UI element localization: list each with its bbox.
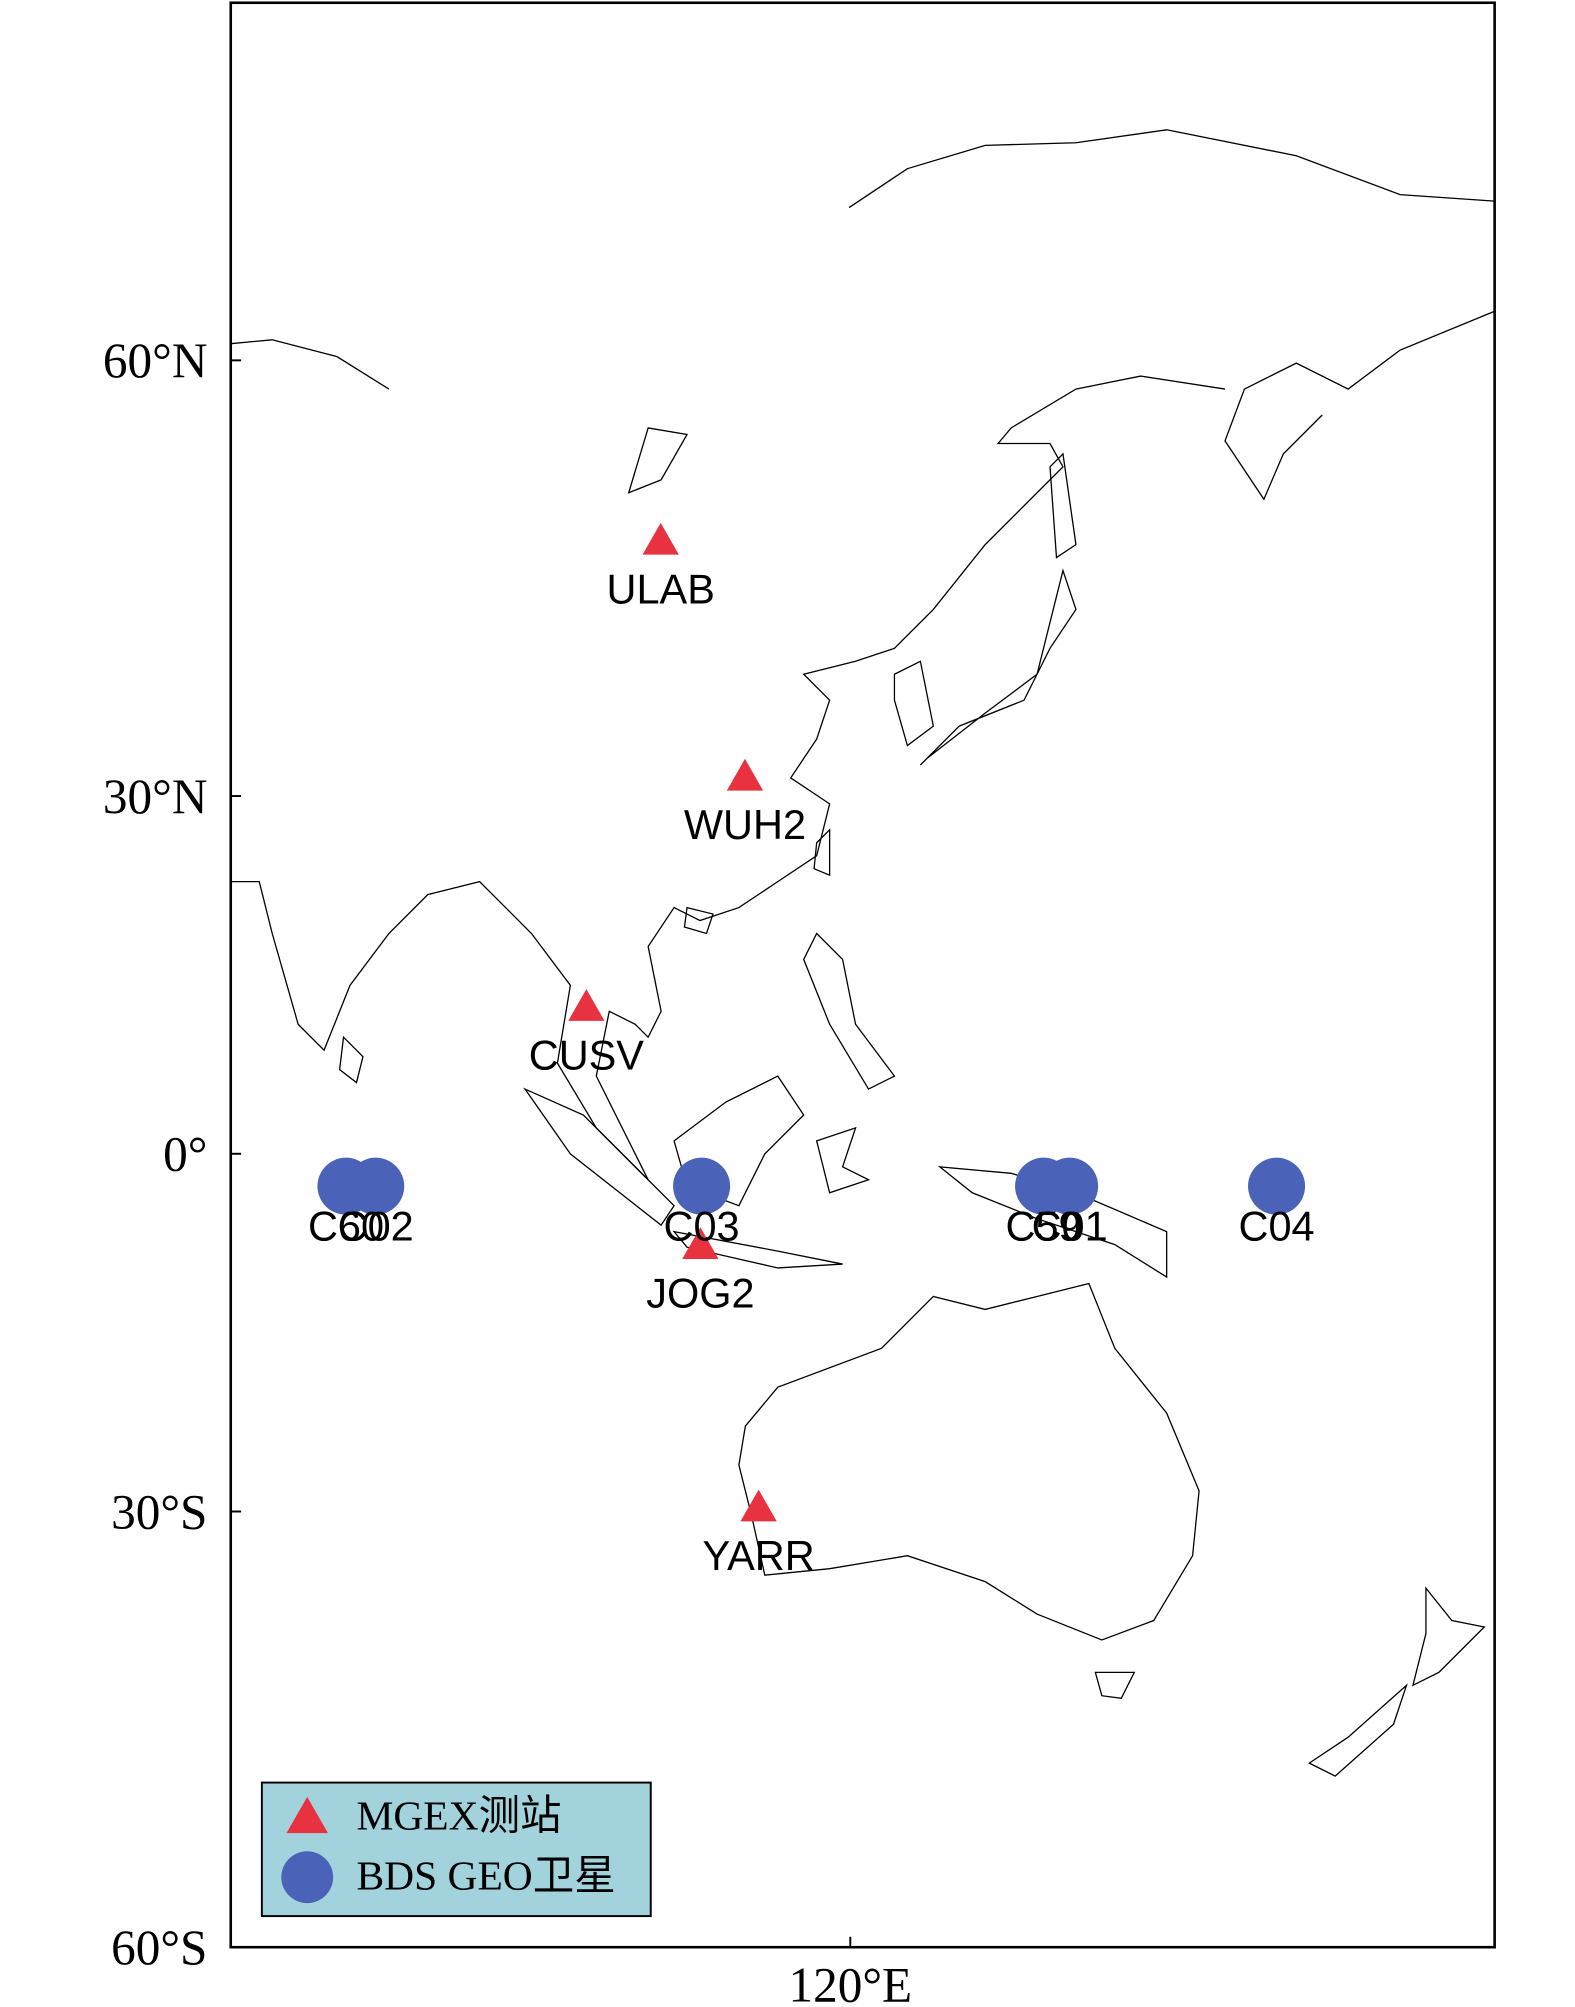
point-label: JOG2 [646,1270,754,1317]
satellite-marker [673,1157,731,1215]
station-marker [286,1796,328,1834]
station-marker [726,758,764,791]
station-marker [568,989,605,1021]
satellite-marker [1041,1157,1099,1215]
coastlines [230,129,1495,1777]
y-tick-label: 30°S [111,1484,207,1539]
coastline [893,660,935,747]
coastline [683,906,714,935]
point-label: YARR [703,1532,815,1579]
point-label: C59 [1006,1203,1082,1250]
coastline [919,568,1077,766]
coastline [230,375,1226,1181]
point-label: WUH2 [684,801,806,848]
satellite-marker [347,1157,405,1215]
point-label: C04 [1239,1203,1315,1250]
y-tick-label: 0° [163,1127,207,1182]
point-label: C03 [664,1203,740,1250]
coastline [802,932,896,1090]
legend-label: BDS GEO卫星 [356,1852,615,1898]
point-label: ULAB [607,565,715,612]
coastline [1049,452,1077,559]
coastline [1094,1671,1136,1700]
legend: MGEX测站 BDS GEO卫星 [260,1781,652,1918]
coastline [230,339,390,390]
coastline [627,427,689,494]
point-label: CUSV [529,1031,645,1078]
coastline [848,129,1495,209]
coastline [672,1230,843,1269]
station-marker [740,1489,777,1522]
station-marker [682,1227,719,1259]
point-label: C60 [308,1203,384,1250]
point-label: C02 [338,1203,414,1250]
y-tick-label: 30°N [103,769,208,824]
ticks: 60°S 30°S 0° 30°N 60°N 120°E [103,333,912,2007]
x-tick-label: 120°E [788,1958,912,2007]
y-tick-label: 60°N [103,333,208,388]
coastline [815,1126,871,1194]
y-tick-label: 60°S [111,1920,207,1975]
map-frame [229,1,1496,1949]
coastline [813,828,831,877]
satellite-marker [1248,1157,1306,1215]
coastline [1411,1586,1486,1687]
legend-label: MGEX测站 [356,1793,561,1839]
coastline [523,1087,675,1227]
satellite-marker [281,1851,334,1904]
coastline [1224,310,1495,501]
coastline [1307,1683,1408,1777]
point-label: C01 [1032,1203,1108,1250]
station-marker [642,522,679,555]
coastline [738,1282,1200,1641]
coastline [338,1035,364,1084]
